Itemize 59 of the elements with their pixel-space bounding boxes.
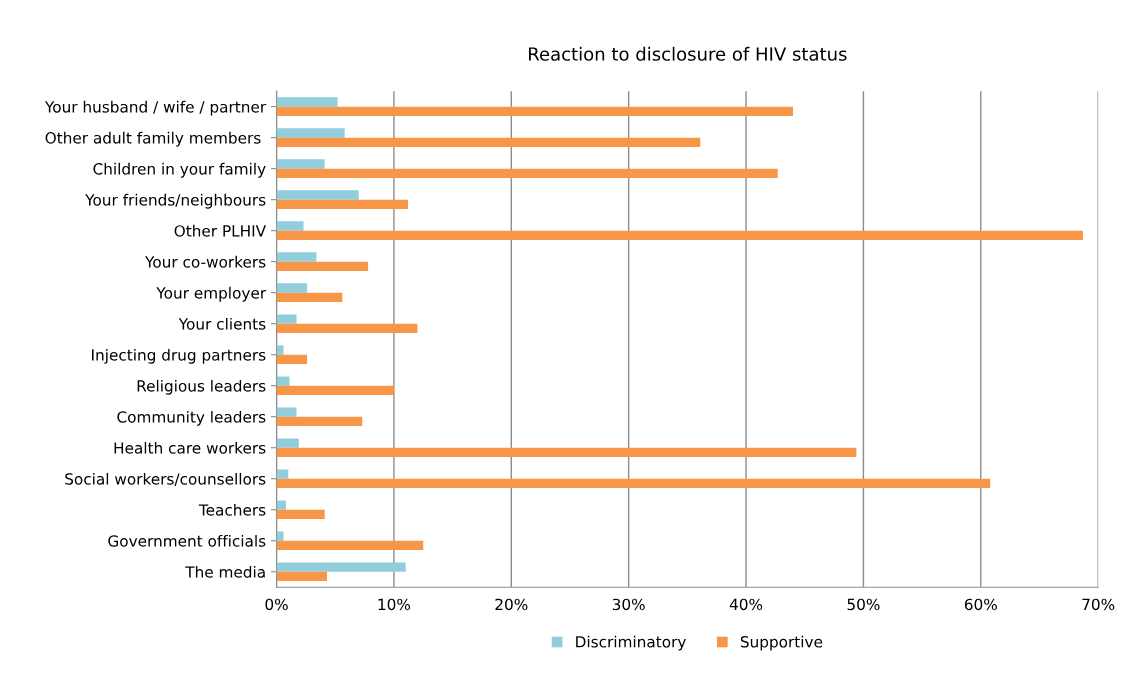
- y-tick-label: Community leaders: [117, 410, 266, 426]
- bar: [276, 562, 406, 572]
- bar: [276, 137, 701, 147]
- x-tick-label: 0%: [265, 598, 288, 611]
- bar: [276, 478, 991, 489]
- bar: [276, 159, 325, 169]
- y-tick-label: Children in your family: [93, 162, 266, 178]
- y-tick-label: Religious leaders: [137, 379, 266, 395]
- bar: [276, 106, 793, 116]
- y-tick-label: Your co-workers: [145, 255, 266, 268]
- bar: [276, 469, 289, 479]
- bar: [276, 168, 778, 178]
- y-tick-label: Other PLHIV: [174, 224, 266, 237]
- bar: [276, 221, 304, 231]
- bar: [276, 199, 408, 209]
- bar: [276, 540, 424, 551]
- x-tick-label: 10%: [378, 598, 411, 611]
- y-tick-label: Your husband / wife / partner: [44, 100, 267, 116]
- bar: [276, 261, 369, 271]
- bar: [276, 509, 325, 520]
- bar: [276, 407, 297, 417]
- y-tick-label: Your friends/neighbours: [85, 193, 266, 209]
- y-tick-label: Teachers: [198, 503, 266, 516]
- bar: [276, 128, 345, 138]
- bar: [276, 345, 284, 355]
- bar: [276, 230, 1083, 240]
- y-tick-label: Social workers/counsellors: [65, 472, 266, 486]
- bar: [276, 292, 343, 302]
- bar: [276, 97, 338, 107]
- y-tick-label: Other adult family members: [45, 131, 261, 147]
- bar: [276, 447, 857, 458]
- bar: [276, 571, 328, 582]
- bar: [276, 416, 363, 427]
- bar: [276, 500, 286, 510]
- bar: [276, 438, 299, 448]
- y-tick-label: Government officials: [108, 534, 266, 547]
- bar: [276, 314, 297, 324]
- chart-title: Reaction to disclosure of HIV status: [529, 46, 847, 61]
- bar: [276, 283, 308, 293]
- y-tick-label: The media: [185, 565, 265, 578]
- bar: [276, 252, 317, 262]
- y-tick-label: Injecting drug partners: [92, 348, 266, 364]
- y-tick-label: Your employer: [156, 286, 267, 302]
- legend-label: Supportive: [740, 635, 823, 651]
- bar: [276, 376, 290, 386]
- x-tick-label: 40%: [729, 598, 763, 611]
- x-tick-label: 60%: [964, 598, 997, 611]
- legend-label: Discriminatory: [576, 635, 686, 651]
- x-tick-label: 20%: [495, 598, 528, 611]
- bar: [276, 354, 308, 364]
- x-tick-label: 50%: [847, 598, 880, 611]
- y-tick-label: Your clients: [178, 317, 266, 330]
- x-tick-label: 70%: [1082, 598, 1115, 611]
- bar: [276, 385, 394, 395]
- x-tick-label: 30%: [612, 598, 645, 611]
- bar: [276, 323, 418, 333]
- bar: [276, 190, 359, 200]
- y-tick-label: Health care workers: [114, 441, 266, 454]
- bar: [276, 531, 284, 541]
